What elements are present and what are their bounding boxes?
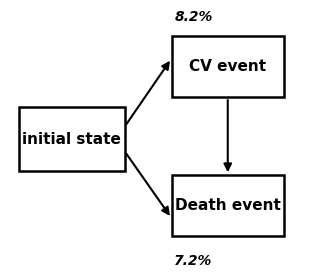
- Text: Death event: Death event: [175, 198, 281, 213]
- Text: 7.2%: 7.2%: [174, 254, 212, 268]
- Text: 8.2%: 8.2%: [174, 10, 212, 24]
- Text: CV event: CV event: [189, 59, 266, 74]
- FancyBboxPatch shape: [19, 107, 125, 171]
- FancyBboxPatch shape: [172, 175, 284, 236]
- Text: initial state: initial state: [22, 131, 121, 147]
- FancyBboxPatch shape: [172, 36, 284, 97]
